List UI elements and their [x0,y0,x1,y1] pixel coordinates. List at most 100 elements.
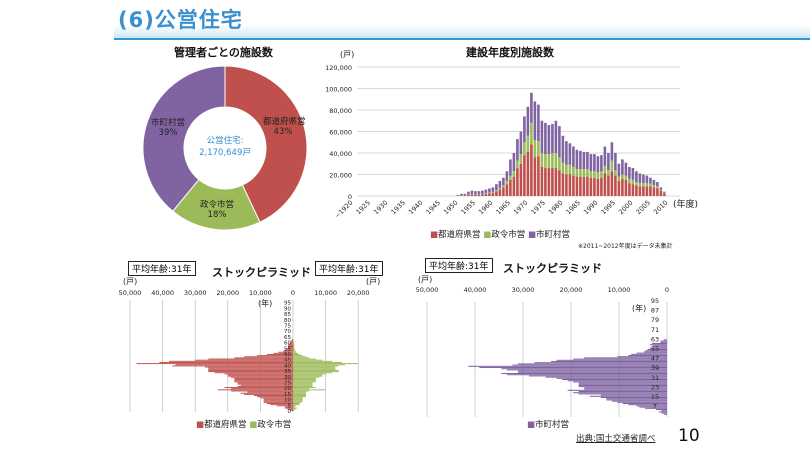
pyramid-left-unit: (戸) [123,277,138,286]
bar-segment [579,150,582,170]
pyramid-bar-designated-city [293,384,313,386]
bar-segment [502,187,505,196]
age-tick-label: 10 [284,398,291,404]
x-tick-label: 1970 [512,199,529,216]
bar-segment [540,153,544,167]
pyramid-bar-municipal [636,352,667,354]
bar-segment [628,183,631,196]
bar-segment [589,171,593,178]
bar-segment [600,177,603,196]
pyramid-bar-designated-city [293,354,300,355]
pyramid-bar-designated-city [293,357,310,359]
bar-segment [512,153,516,172]
bar-segment [519,163,523,196]
pyramid-bar-municipal [589,395,667,397]
x-tick-label: 2010 [652,199,669,216]
pyramid-bar-designated-city [293,347,295,349]
pyramid-bar-designated-city [293,375,323,377]
x-tick-label: 1930 [372,199,389,216]
pyramid-bar-municipal [529,375,667,377]
pyramid-bar-prefecture [208,367,293,369]
bar-segment [495,184,498,191]
pyramid-bar-municipal [545,376,667,378]
pyramid-bar-municipal [567,380,667,382]
pyramid-bar-designated-city [293,388,310,390]
bar-segment [533,140,537,158]
pyramid-bar-municipal [649,344,667,346]
pyramid-bar-municipal [647,349,667,351]
y-tick-label: 0 [348,193,352,201]
bar-segment [568,164,572,175]
pyramid-bar-municipal [573,358,667,360]
x-unit: (年度) [673,200,699,210]
bar-segment [614,153,617,171]
pyramid-bar-prefecture [237,385,293,387]
bar-segment [540,120,544,153]
pyramid-bar-municipal [661,412,667,414]
bar-segment [551,123,554,153]
pyramid-bar-designated-city [293,369,339,371]
pyramid-bar-prefecture [204,366,293,368]
pyramid-bar-prefecture [244,356,293,358]
pyramid-bar-municipal [661,410,667,412]
pyramid-bar-municipal [600,394,667,396]
pyramid-bar-designated-city [293,406,295,408]
avg-age-badge-left: 平均年齢:31年 [128,261,196,276]
donut-slice [224,65,308,223]
x-tick-label: 0 [291,289,295,297]
bar-segment [659,187,663,190]
bar-segment [642,183,645,187]
bar-segment [477,194,481,196]
bar-segment [568,143,572,165]
pyramid-bar-municipal [578,393,667,395]
pyramid-bar-prefecture [286,348,293,350]
x-tick-label: 50,000 [119,289,142,297]
donut-slice [142,65,226,212]
bar-segment [624,179,628,196]
pyramid-bar-prefecture [237,382,293,384]
pyramid-bar-designated-city [293,361,342,363]
bar-segment [652,179,656,186]
x-tick-label: 40,000 [151,289,174,297]
pyramid-bar-municipal [584,357,667,359]
pyramid-bar-municipal [636,405,667,407]
pyramid-bar-designated-city [293,381,316,383]
bar-segment [530,122,533,145]
age-tick-label: 65 [284,335,291,341]
age-tick-label: 90 [284,306,291,312]
bar-segment [491,192,495,196]
bar-segment [463,193,467,196]
pyramid-bar-designated-city [293,350,296,352]
bar-segment [495,191,498,196]
pyramid-bar-municipal [506,369,667,371]
bar-segment [628,178,631,184]
pyramid-bar-designated-city [293,393,307,395]
bar-segment [481,190,484,194]
bar-segment [516,160,519,169]
x-tick-label: 1925 [355,199,372,216]
x-tick-label: 2005 [635,199,652,216]
age-tick-label: 15 [284,392,291,398]
bar-segment [652,185,656,188]
bar-segment [649,183,652,187]
pyramid-bar-designated-city [293,346,295,347]
bar-segment [516,168,519,196]
bar-note: ※2011~2012年度はデータ未集計 [578,243,673,250]
pyramid-bar-municipal [652,343,667,345]
pyramid-bar-designated-city [293,401,302,403]
bar-segment [519,131,523,155]
pyramid-bar-prefecture [175,364,293,366]
pyramid-bar-prefecture [224,373,293,375]
pyramid-right-age-label: (年) [632,304,647,313]
pyramid-bar-designated-city [293,348,295,350]
pyramid-bar-prefecture [287,408,293,410]
bar-segment [519,154,523,164]
pyramid-bar-prefecture [290,409,293,411]
pyramid-bar-designated-city [293,352,298,354]
bar-segment [610,160,614,172]
bar-segment [467,191,470,195]
pyramid-bar-prefecture [159,361,293,363]
pyramid-bar-municipal [501,368,667,370]
pyramid-bar-municipal [663,339,667,341]
